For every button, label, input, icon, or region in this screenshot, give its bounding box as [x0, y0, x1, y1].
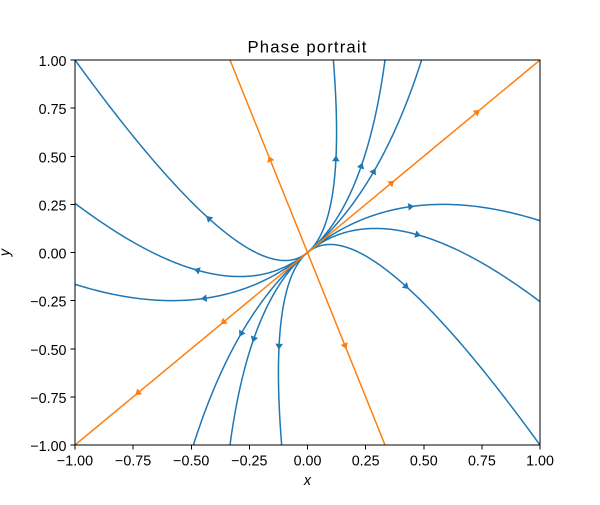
svg-text:−0.75: −0.75 — [30, 391, 66, 407]
svg-text:y: y — [0, 248, 14, 257]
svg-text:1.00: 1.00 — [526, 454, 554, 470]
svg-text:0.00: 0.00 — [294, 454, 322, 470]
svg-text:Phase portrait: Phase portrait — [248, 38, 368, 57]
svg-text:0.50: 0.50 — [410, 454, 438, 470]
svg-text:1.00: 1.00 — [39, 54, 67, 70]
svg-text:0.25: 0.25 — [352, 454, 380, 470]
svg-text:0.00: 0.00 — [39, 247, 67, 263]
svg-text:−0.25: −0.25 — [30, 295, 66, 311]
svg-text:x: x — [303, 473, 312, 489]
svg-text:0.50: 0.50 — [39, 150, 67, 166]
svg-text:−0.25: −0.25 — [231, 454, 267, 470]
svg-text:−0.50: −0.50 — [173, 454, 209, 470]
svg-text:−0.50: −0.50 — [30, 343, 66, 359]
svg-text:0.75: 0.75 — [468, 454, 496, 470]
svg-text:−0.75: −0.75 — [115, 454, 151, 470]
svg-text:−1.00: −1.00 — [30, 439, 66, 455]
svg-text:0.25: 0.25 — [39, 198, 67, 214]
svg-text:0.75: 0.75 — [39, 102, 67, 118]
svg-text:−1.00: −1.00 — [57, 454, 93, 470]
